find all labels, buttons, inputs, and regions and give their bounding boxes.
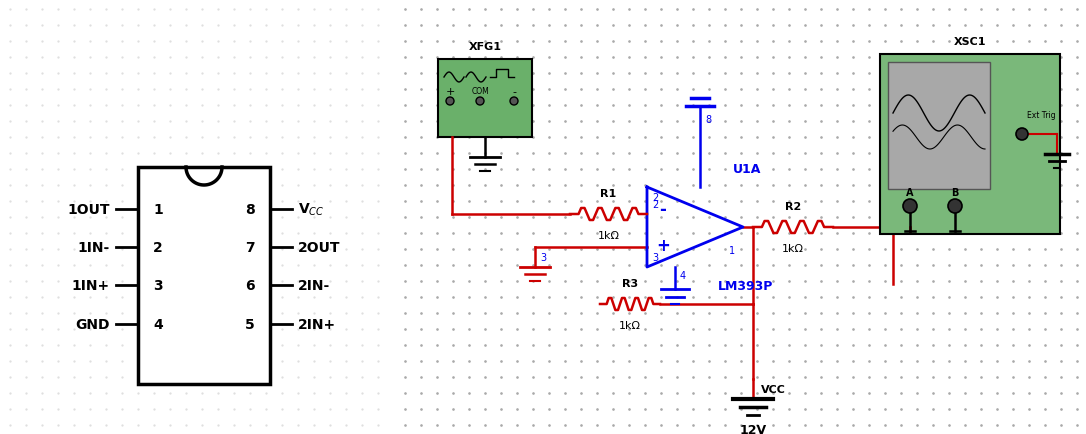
Text: 2IN+: 2IN+ [298,317,337,331]
Bar [888,63,990,190]
Text: R3: R3 [622,278,639,288]
Text: U1A: U1A [733,163,761,176]
Text: XSC1: XSC1 [954,37,986,47]
Text: 1IN+: 1IN+ [72,278,110,293]
Text: COM: COM [471,87,489,96]
Text: 2: 2 [652,193,658,203]
Text: GND: GND [76,317,110,331]
Text: -: - [659,201,667,218]
Text: 2: 2 [153,240,163,254]
Text: 1: 1 [729,246,735,256]
Text: XFG1: XFG1 [468,42,502,52]
Bar [880,55,1060,234]
Bar [438,60,532,138]
Text: 1OUT: 1OUT [67,203,110,217]
Text: -: - [512,87,516,97]
Text: 2: 2 [652,200,658,210]
Text: A: A [906,187,913,197]
Circle shape [446,98,454,106]
Text: 1kΩ: 1kΩ [619,320,641,330]
Text: 4: 4 [680,270,686,280]
Text: 12V: 12V [740,423,767,434]
Text: R1: R1 [601,188,617,198]
Bar [138,168,270,384]
Text: +: + [656,237,670,254]
Text: 8: 8 [705,115,711,125]
Circle shape [948,200,962,214]
Text: 1kΩ: 1kΩ [597,230,619,240]
Text: 8: 8 [245,203,255,217]
Text: 1: 1 [153,203,163,217]
Text: 3: 3 [652,253,658,263]
Circle shape [476,98,484,106]
Text: VCC: VCC [761,384,786,394]
Circle shape [902,200,917,214]
Text: 4: 4 [153,317,163,331]
Text: B: B [951,187,959,197]
Text: 3: 3 [540,253,546,263]
Text: 7: 7 [245,240,255,254]
Text: 2OUT: 2OUT [298,240,341,254]
Text: +: + [445,87,455,97]
Circle shape [1016,129,1028,141]
Text: 5: 5 [245,317,255,331]
Text: V$_{CC}$: V$_{CC}$ [298,201,325,218]
Text: 2IN-: 2IN- [298,278,330,293]
Circle shape [510,98,518,106]
Text: 3: 3 [153,278,163,293]
Text: 6: 6 [245,278,255,293]
Text: Ext Trig: Ext Trig [1027,110,1056,119]
Text: 1kΩ: 1kΩ [782,243,804,253]
Text: R2: R2 [785,201,801,211]
Text: LM393P: LM393P [718,279,773,293]
Text: 1IN-: 1IN- [78,240,110,254]
